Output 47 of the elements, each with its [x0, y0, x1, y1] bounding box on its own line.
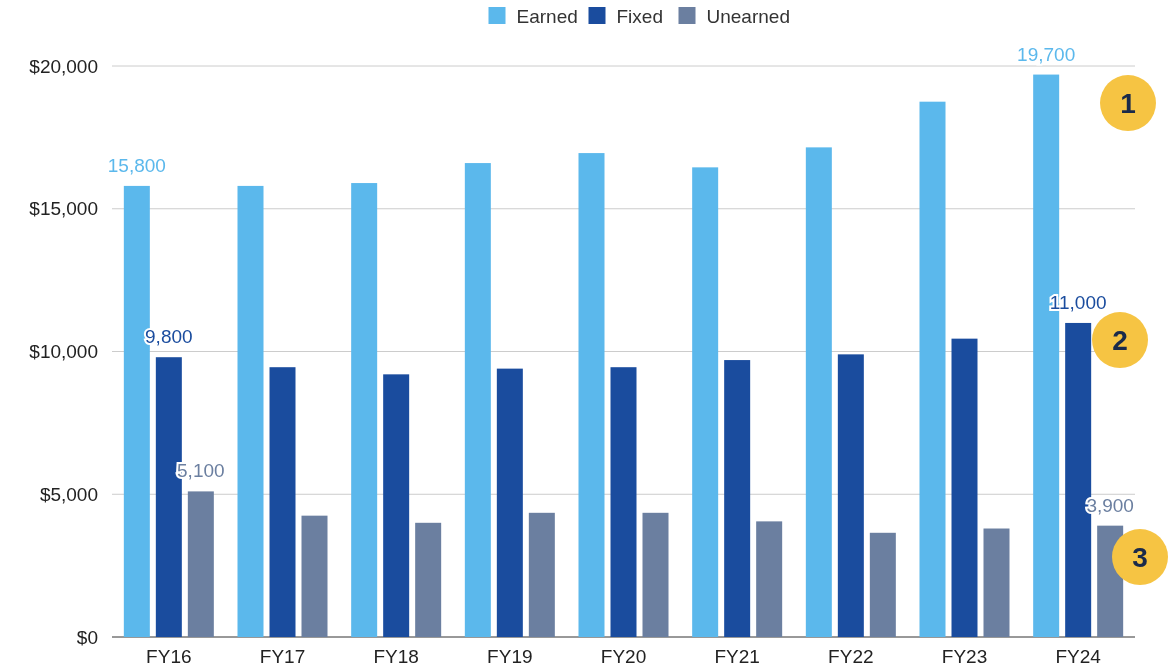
x-tick-label: FY22	[828, 646, 874, 667]
y-tick-label: $0	[76, 626, 98, 648]
x-tick-label: FY23	[941, 646, 988, 667]
bar	[464, 163, 491, 637]
x-tick-label: FY21	[714, 646, 760, 667]
bar	[301, 515, 328, 637]
bar	[415, 522, 442, 637]
legend-label: Unearned	[706, 5, 790, 27]
data-label: 19,700	[1017, 43, 1076, 65]
bar	[528, 512, 555, 637]
numbered-badge: 3	[1112, 529, 1168, 586]
x-tick-label: FY19	[487, 646, 533, 667]
bar	[951, 338, 978, 637]
bar	[983, 528, 1010, 637]
x-tick-label: FY18	[373, 646, 419, 667]
y-tick-label: $5,000	[39, 483, 98, 505]
bar	[237, 185, 264, 637]
bar	[383, 374, 410, 637]
x-tick-label: FY20	[600, 646, 647, 667]
legend-label: Fixed	[616, 5, 663, 27]
y-tick-label: $10,000	[29, 341, 98, 363]
x-tick-label: FY24	[1055, 646, 1102, 667]
bar	[351, 183, 378, 637]
bar	[269, 367, 296, 637]
bar	[919, 101, 946, 637]
y-tick-label: $15,000	[29, 198, 98, 220]
bar	[724, 360, 751, 637]
x-tick-label: FY16	[146, 646, 192, 667]
bar	[496, 368, 523, 637]
annotation: 2	[1112, 324, 1128, 356]
bar	[869, 532, 896, 637]
bar	[578, 153, 605, 637]
x-tick-label: FY17	[259, 646, 306, 667]
bar	[692, 167, 719, 637]
data-label: 15,800	[107, 154, 166, 176]
annotation: 3	[1132, 541, 1148, 573]
bar	[642, 512, 669, 637]
bar	[756, 521, 783, 637]
annotation: 1	[1120, 87, 1136, 119]
legend-label: Earned	[516, 5, 578, 27]
bar	[805, 147, 832, 637]
numbered-badge: 1	[1100, 75, 1156, 132]
bar	[837, 354, 864, 637]
bar	[610, 367, 637, 637]
bar	[187, 491, 214, 637]
y-tick-label: $20,000	[29, 55, 98, 77]
numbered-badge: 2	[1092, 312, 1148, 369]
